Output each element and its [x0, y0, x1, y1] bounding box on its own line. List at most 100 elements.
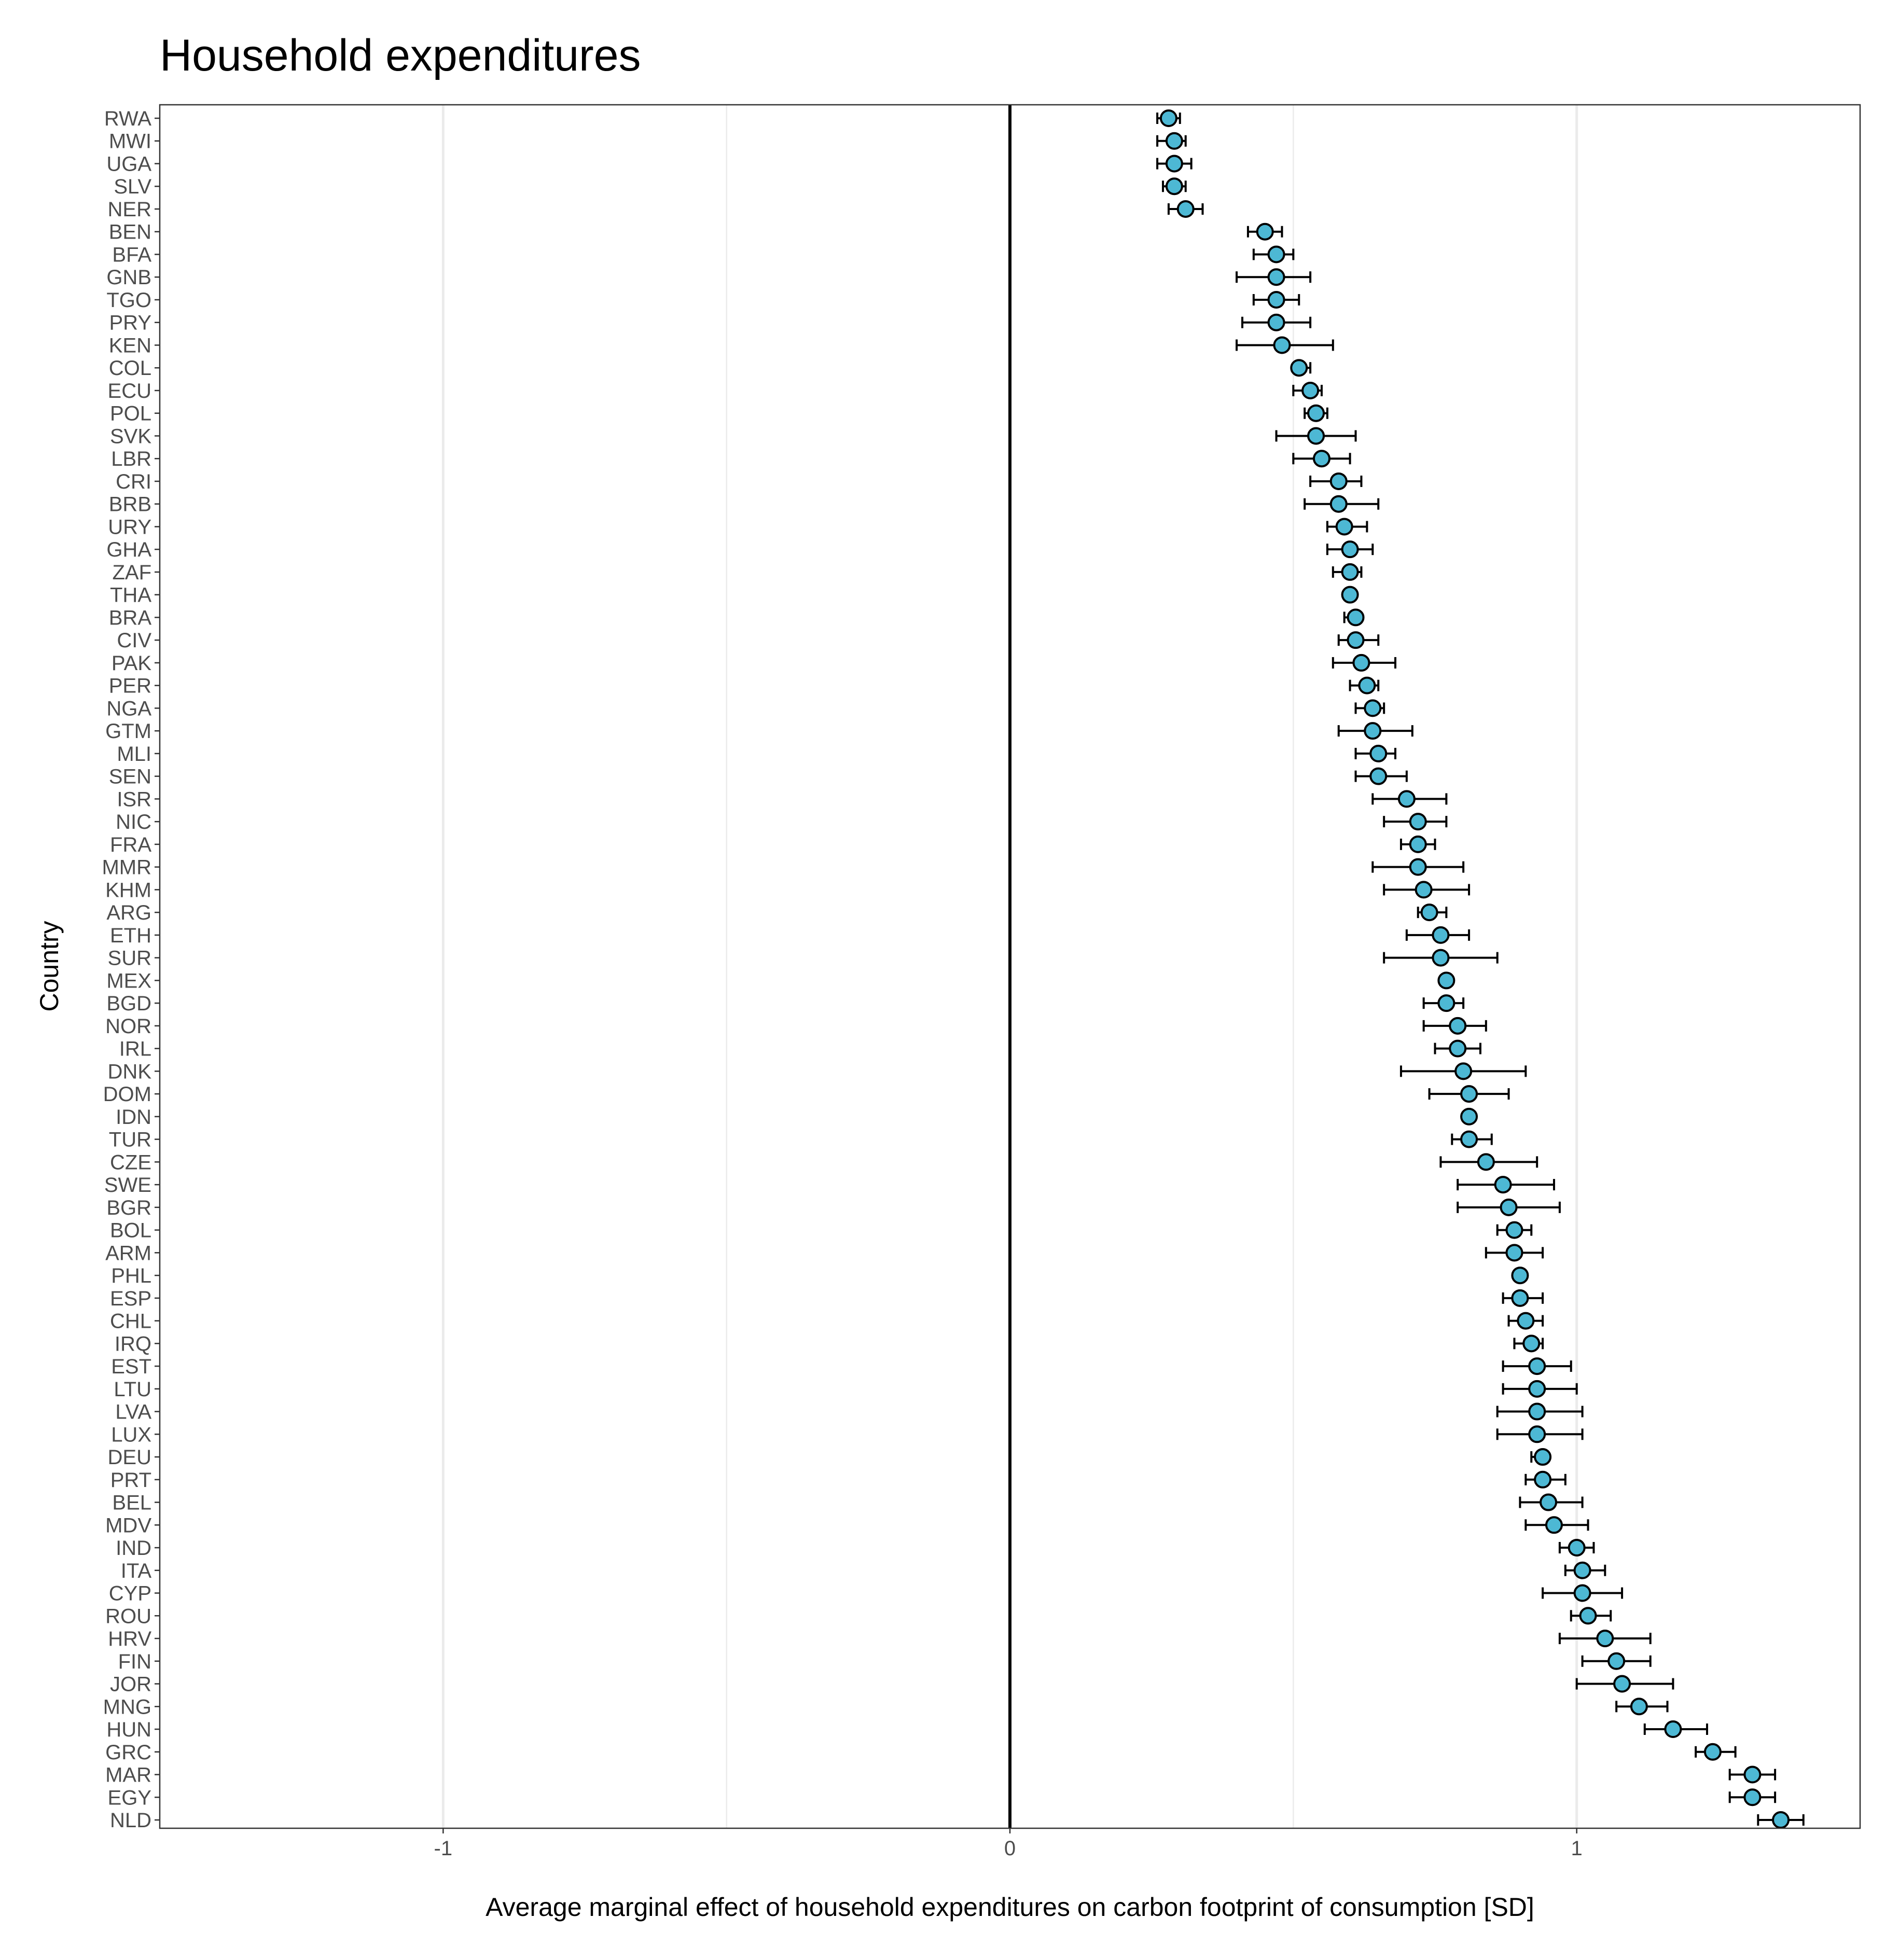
y-tick-label-civ: CIV	[117, 629, 151, 652]
point-tha	[1341, 586, 1359, 604]
point-mli	[1369, 744, 1388, 762]
point-arg	[1420, 903, 1438, 922]
y-tick-label-nga: NGA	[106, 697, 151, 720]
y-tick-label-fra: FRA	[110, 833, 151, 856]
y-tick-label-ita: ITA	[121, 1560, 152, 1582]
point-ner	[1176, 200, 1195, 218]
point-mng	[1630, 1698, 1648, 1716]
point-jor	[1613, 1675, 1631, 1693]
point-gtm	[1364, 722, 1382, 740]
point-sur	[1432, 949, 1450, 967]
y-tick-label-khm: KHM	[105, 879, 151, 901]
point-sen	[1369, 767, 1388, 785]
y-tick-label-bra: BRA	[109, 606, 152, 629]
y-tick-label-ind: IND	[116, 1537, 151, 1560]
x-tick-label: 1	[1571, 1837, 1583, 1860]
point-gnb	[1267, 268, 1285, 286]
y-tick-label-tur: TUR	[109, 1129, 151, 1151]
y-tick-label-sur: SUR	[108, 947, 151, 970]
point-idn	[1460, 1107, 1478, 1125]
y-tick-label-ben: BEN	[109, 221, 151, 244]
point-bgd	[1437, 994, 1456, 1012]
point-mdv	[1545, 1516, 1563, 1534]
y-tick-label-ken: KEN	[109, 334, 151, 357]
point-grc	[1703, 1743, 1722, 1761]
y-tick-label-brb: BRB	[109, 493, 151, 516]
data-points	[1159, 109, 1790, 1829]
point-bra	[1347, 608, 1365, 627]
point-hun	[1664, 1720, 1682, 1739]
y-tick-label-mdv: MDV	[105, 1514, 151, 1537]
y-tick-label-mng: MNG	[103, 1695, 151, 1718]
y-tick-label-est: EST	[111, 1355, 151, 1378]
point-ita	[1573, 1561, 1591, 1579]
y-tick-label-rwa: RWA	[104, 107, 151, 130]
y-tick-label-cyp: CYP	[109, 1582, 151, 1605]
point-lva	[1528, 1402, 1546, 1421]
y-tick-label-bgd: BGD	[106, 992, 151, 1015]
point-slv	[1165, 177, 1183, 196]
y-tick-label-mmr: MMR	[102, 856, 151, 879]
y-tick-label-mex: MEX	[106, 969, 151, 992]
y-tick-label-bel: BEL	[112, 1492, 151, 1514]
y-tick-label-svk: SVK	[110, 425, 151, 448]
y-tick-label-ury: URY	[108, 516, 151, 538]
point-tur	[1460, 1130, 1478, 1148]
point-pol	[1307, 404, 1325, 422]
point-ben	[1256, 223, 1274, 241]
y-tick-label-tha: THA	[110, 584, 151, 607]
point-brb	[1329, 495, 1348, 513]
point-bel	[1540, 1493, 1558, 1511]
point-khm	[1415, 881, 1433, 899]
y-tick-label-pak: PAK	[112, 652, 151, 675]
y-tick-label-fin: FIN	[118, 1650, 151, 1673]
x-axis: -1 0 1	[434, 1828, 1583, 1860]
y-tick-label-isr: ISR	[117, 788, 151, 811]
point-lbr	[1312, 450, 1330, 468]
point-dnk	[1454, 1062, 1473, 1080]
y-tick-label-lva: LVA	[115, 1401, 151, 1424]
y-tick-label-eth: ETH	[110, 924, 151, 947]
y-tick-label-bol: BOL	[110, 1219, 151, 1242]
point-prt	[1534, 1470, 1552, 1489]
point-per	[1358, 676, 1376, 694]
point-fra	[1409, 835, 1427, 853]
y-tick-label-pry: PRY	[109, 312, 151, 335]
point-isr	[1397, 790, 1416, 808]
y-tick-label-per: PER	[109, 675, 151, 698]
y-tick-label-idn: IDN	[116, 1106, 151, 1129]
point-nic	[1409, 813, 1427, 831]
point-civ	[1347, 631, 1365, 649]
point-bgr	[1500, 1198, 1518, 1216]
point-rwa	[1159, 109, 1177, 127]
point-chl	[1517, 1312, 1535, 1330]
y-tick-label-mli: MLI	[117, 743, 151, 766]
y-tick-label-irl: IRL	[119, 1038, 151, 1061]
point-nld	[1772, 1811, 1790, 1829]
point-cri	[1329, 472, 1348, 490]
point-ken	[1273, 336, 1291, 354]
point-lux	[1528, 1425, 1546, 1443]
y-tick-label-arm: ARM	[105, 1242, 151, 1264]
point-est	[1528, 1357, 1546, 1375]
y-axis-label: Country	[35, 921, 64, 1011]
y-tick-label-irq: IRQ	[115, 1332, 151, 1355]
y-tick-label-nld: NLD	[110, 1809, 151, 1832]
point-mex	[1437, 971, 1456, 990]
point-arm	[1505, 1244, 1523, 1262]
y-tick-label-col: COL	[109, 357, 151, 380]
y-tick-label-mwi: MWI	[109, 130, 151, 153]
point-swe	[1494, 1176, 1512, 1194]
point-ltu	[1528, 1380, 1546, 1398]
y-tick-label-bfa: BFA	[112, 243, 151, 266]
y-tick-label-lbr: LBR	[111, 448, 151, 470]
y-tick-label-tgo: TGO	[106, 289, 151, 312]
y-tick-label-mar: MAR	[105, 1764, 151, 1787]
y-tick-label-jor: JOR	[110, 1673, 151, 1696]
y-tick-label-gnb: GNB	[106, 266, 151, 289]
point-cze	[1477, 1153, 1495, 1171]
y-tick-label-rou: ROU	[105, 1605, 151, 1628]
y-tick-label-dnk: DNK	[108, 1060, 152, 1083]
y-tick-label-prt: PRT	[110, 1469, 151, 1492]
